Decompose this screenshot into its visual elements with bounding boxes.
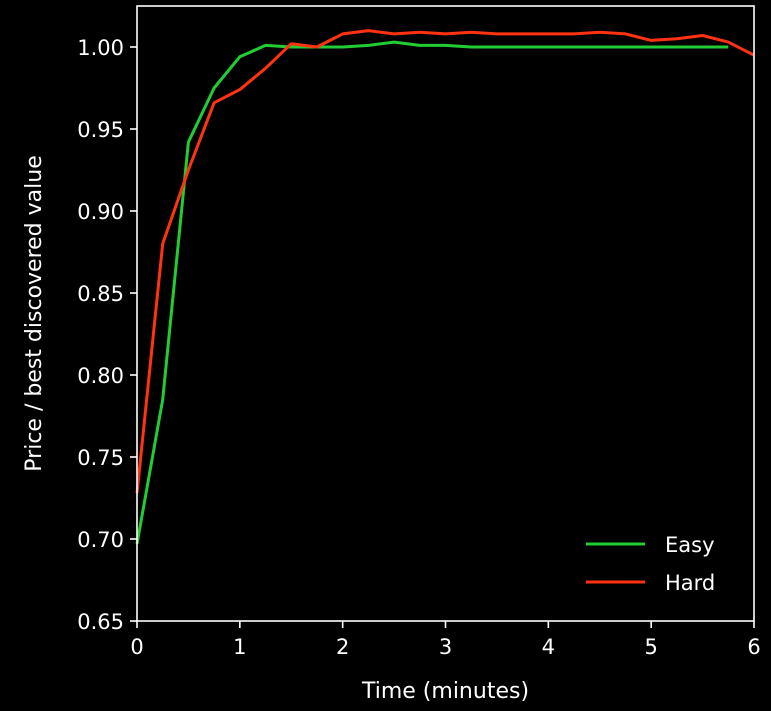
y-axis-label: Price / best discovered value xyxy=(22,155,47,471)
series-line-hard xyxy=(135,29,755,494)
x-tick-label: 2 xyxy=(336,635,349,659)
x-tick-label: 1 xyxy=(233,635,246,659)
x-tick-label: 3 xyxy=(439,635,452,659)
y-tick-label: 0.90 xyxy=(77,200,124,224)
x-axis-label: Time (minutes) xyxy=(361,679,529,704)
x-tick-label: 4 xyxy=(542,635,555,659)
x-tick-label: 5 xyxy=(644,635,657,659)
y-tick-label: 0.75 xyxy=(77,446,124,470)
y-axis-ticks: 0.65 0.70 0.75 0.80 0.85 0.90 0.95 1.00 xyxy=(77,36,137,634)
legend: Easy Hard xyxy=(586,533,715,595)
x-axis-ticks: 0 1 2 3 4 5 6 xyxy=(130,621,761,659)
x-tick-label: 6 xyxy=(747,635,760,659)
y-tick-label: 1.00 xyxy=(77,36,124,60)
legend-label-hard: Hard xyxy=(665,571,715,595)
legend-label-easy: Easy xyxy=(665,533,715,557)
y-tick-label: 0.70 xyxy=(77,528,124,552)
x-tick-label: 0 xyxy=(130,635,143,659)
y-tick-label: 0.95 xyxy=(77,118,124,142)
series-line-easy xyxy=(135,40,729,545)
series-layer xyxy=(135,29,755,545)
y-tick-label: 0.65 xyxy=(77,610,124,634)
y-tick-label: 0.85 xyxy=(77,282,124,306)
y-tick-label: 0.80 xyxy=(77,364,124,388)
